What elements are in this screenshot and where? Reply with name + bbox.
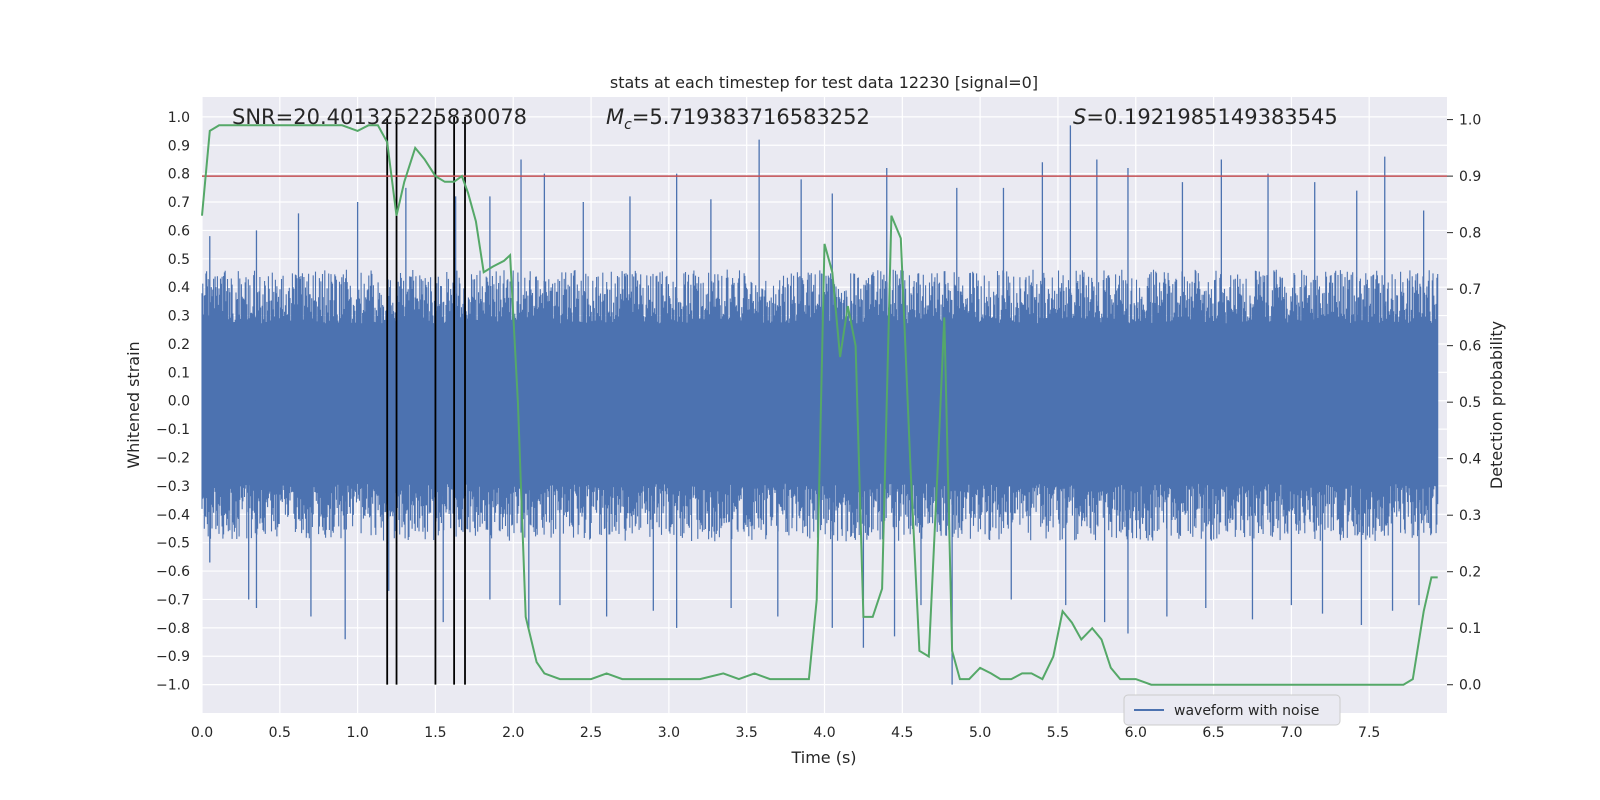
x-tick-label: 7.0 [1280, 725, 1302, 741]
x-tick-label: 7.5 [1358, 725, 1380, 741]
left-y-tick-label: 0.5 [168, 252, 190, 268]
left-y-tick-label: −0.5 [156, 536, 190, 552]
right-y-tick-label: 0.4 [1459, 452, 1481, 468]
right-y-tick-label: 0.8 [1459, 226, 1481, 242]
right-y-axis-label: Detection probability [1487, 321, 1506, 489]
right-y-tick-label: 0.7 [1459, 282, 1481, 298]
left-y-axis-label: Whitened strain [124, 341, 143, 468]
x-tick-label: 5.5 [1047, 725, 1069, 741]
right-y-tick-label: 0.6 [1459, 339, 1481, 355]
x-tick-label: 6.0 [1125, 725, 1147, 741]
left-y-tick-label: −0.8 [156, 621, 190, 637]
right-y-tick-label: 0.1 [1459, 621, 1481, 637]
waveform-noise-band [201, 269, 1439, 542]
left-y-tick-label: −0.9 [156, 649, 190, 665]
x-axis-label: Time (s) [790, 748, 856, 767]
x-tick-label: 1.0 [346, 725, 368, 741]
right-y-axis-ticks: 1.0 0.9 0.8 0.7 0.6 0.5 0.4 0.3 0.2 0.1 0.0 [1447, 113, 1481, 694]
legend: waveform with noise [1123, 694, 1341, 726]
left-y-tick-label: 0.3 [168, 309, 190, 325]
x-tick-label: 6.5 [1202, 725, 1224, 741]
x-tick-label: 5.0 [969, 725, 991, 741]
spin-annotation: S=0.1921985149383545 [1073, 105, 1338, 129]
right-y-tick-label: 0.3 [1459, 508, 1481, 524]
left-y-tick-label: 0.4 [168, 280, 190, 296]
legend-label: waveform with noise [1174, 703, 1319, 719]
x-tick-label: 3.0 [658, 725, 680, 741]
left-y-tick-label: −0.1 [156, 422, 190, 438]
x-axis-ticks: 0.0 0.5 1.0 1.5 2.0 2.5 3.0 3.5 4.0 4.5 5.0 5.5 6.0 6… [191, 725, 1380, 741]
left-y-tick-label: −0.4 [156, 507, 190, 523]
legend-box [1123, 694, 1341, 726]
snr-annotation: SNR=20.401325225830078 [232, 105, 527, 129]
x-tick-label: 0.0 [191, 725, 213, 741]
right-y-tick-label: 1.0 [1459, 113, 1481, 129]
left-y-tick-label: 1.0 [168, 110, 190, 126]
x-tick-label: 3.5 [736, 725, 758, 741]
left-y-tick-label: −0.3 [156, 479, 190, 495]
left-y-tick-label: −1.0 [156, 678, 190, 694]
x-tick-label: 0.5 [269, 725, 291, 741]
chirp-mass-annotation: Mc=5.719383716583252 [606, 105, 870, 133]
x-tick-label: 2.0 [502, 725, 524, 741]
left-y-tick-label: −0.2 [156, 451, 190, 467]
left-y-tick-label: 0.0 [168, 394, 190, 410]
x-tick-label: 2.5 [580, 725, 602, 741]
waveform-series [201, 125, 1439, 685]
spin-symbol: S [1073, 105, 1086, 129]
left-y-tick-label: 0.7 [168, 195, 190, 211]
x-tick-label: 4.5 [891, 725, 913, 741]
left-y-tick-label: 0.9 [168, 138, 190, 154]
probability-series [201, 124, 1438, 686]
detection-probability-line [201, 124, 1438, 686]
left-y-tick-label: 0.6 [168, 223, 190, 239]
right-y-tick-label: 0.0 [1459, 678, 1481, 694]
right-y-tick-label: 0.2 [1459, 565, 1481, 581]
right-y-tick-label: 0.5 [1459, 395, 1481, 411]
right-y-tick-label: 0.9 [1459, 169, 1481, 185]
left-y-tick-label: 0.8 [168, 167, 190, 183]
chirp-mass-symbol: M [606, 105, 624, 129]
left-y-tick-label: 0.2 [168, 337, 190, 353]
left-y-tick-label: −0.7 [156, 592, 190, 608]
chirp-mass-value: =5.719383716583252 [632, 105, 870, 129]
spin-value: =0.1921985149383545 [1086, 105, 1337, 129]
chirp-mass-subscript: c [624, 117, 632, 133]
chart-title: stats at each timestep for test data 122… [610, 73, 1038, 92]
left-y-tick-label: −0.6 [156, 564, 190, 580]
x-tick-label: 4.0 [813, 725, 835, 741]
x-tick-label: 1.5 [424, 725, 446, 741]
left-y-axis-ticks: 1.0 0.9 0.8 0.7 0.6 0.5 0.4 0.3 0.2 0.1 0.0 −0.1 −0.… [156, 110, 190, 694]
left-y-tick-label: 0.1 [168, 365, 190, 381]
